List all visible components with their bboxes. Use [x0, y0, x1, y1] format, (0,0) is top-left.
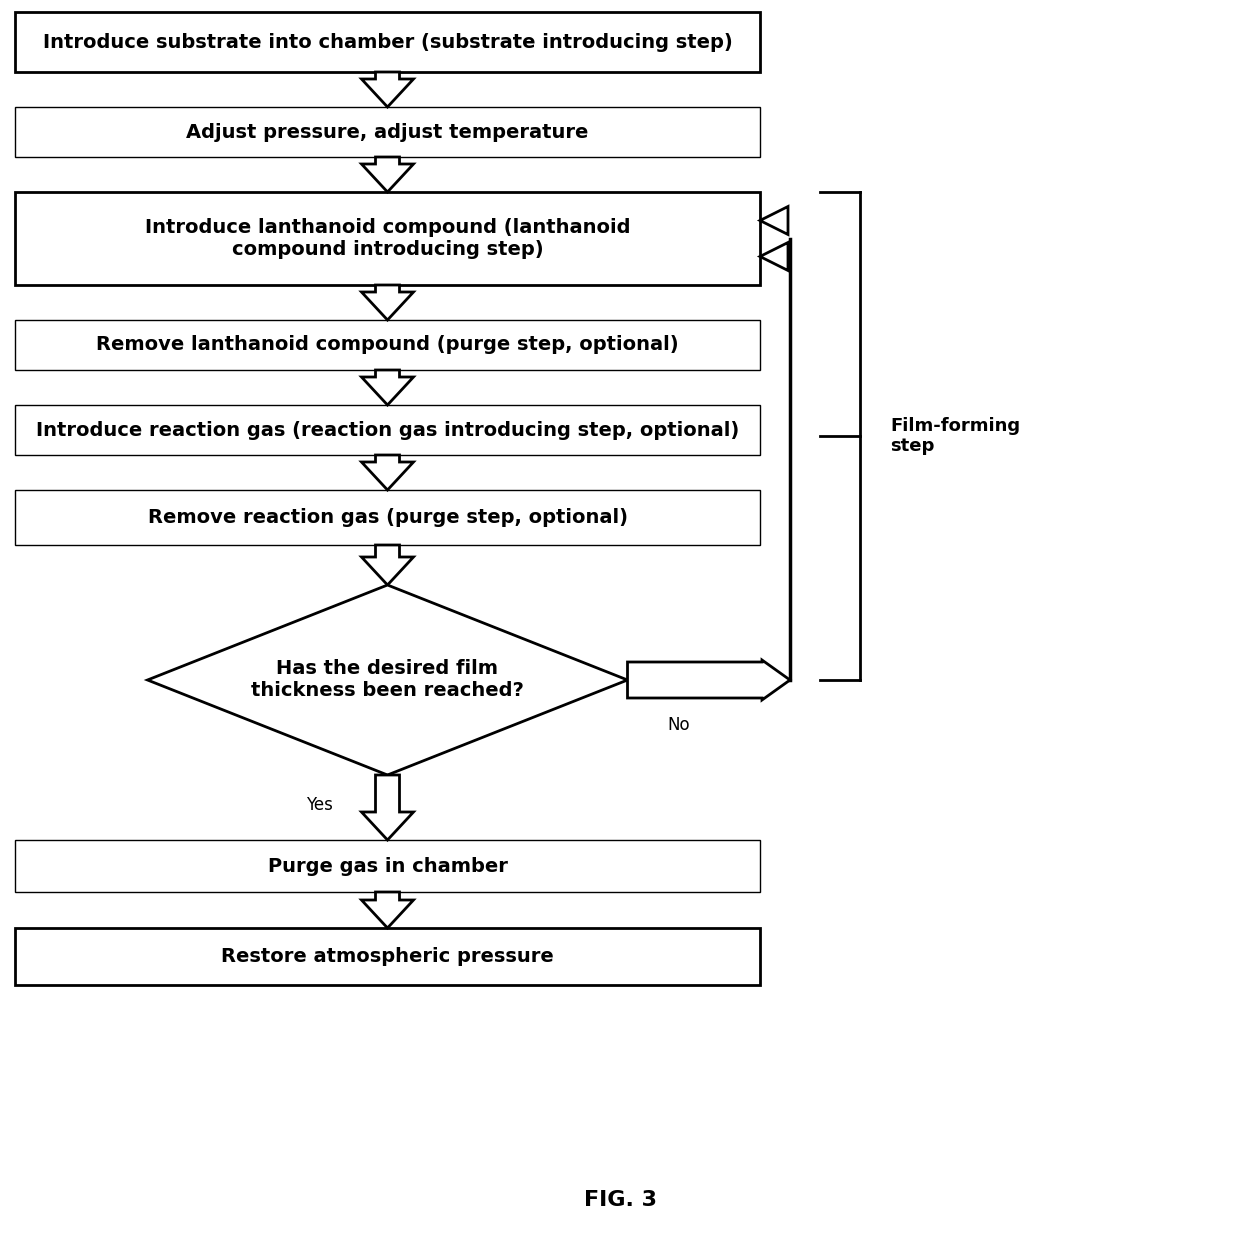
- FancyBboxPatch shape: [15, 107, 760, 157]
- Polygon shape: [760, 207, 787, 234]
- Text: Purge gas in chamber: Purge gas in chamber: [268, 856, 507, 876]
- Text: FIG. 3: FIG. 3: [584, 1189, 656, 1211]
- Text: Adjust pressure, adjust temperature: Adjust pressure, adjust temperature: [186, 123, 589, 141]
- Polygon shape: [627, 660, 790, 700]
- Polygon shape: [362, 157, 413, 192]
- Text: Film-forming
step: Film-forming step: [890, 416, 1021, 456]
- FancyBboxPatch shape: [15, 928, 760, 985]
- Polygon shape: [362, 455, 413, 489]
- Polygon shape: [362, 72, 413, 107]
- FancyBboxPatch shape: [15, 192, 760, 285]
- Polygon shape: [148, 585, 627, 776]
- FancyBboxPatch shape: [15, 12, 760, 72]
- Text: Has the desired film
thickness been reached?: Has the desired film thickness been reac…: [250, 659, 525, 700]
- Text: Introduce substrate into chamber (substrate introducing step): Introduce substrate into chamber (substr…: [42, 32, 733, 52]
- Text: Remove lanthanoid compound (purge step, optional): Remove lanthanoid compound (purge step, …: [97, 336, 678, 354]
- FancyBboxPatch shape: [15, 840, 760, 892]
- Polygon shape: [362, 776, 413, 840]
- Polygon shape: [760, 243, 787, 270]
- Polygon shape: [362, 545, 413, 585]
- FancyBboxPatch shape: [15, 320, 760, 370]
- Polygon shape: [362, 370, 413, 405]
- FancyBboxPatch shape: [15, 405, 760, 455]
- Text: Introduce reaction gas (reaction gas introducing step, optional): Introduce reaction gas (reaction gas int…: [36, 420, 739, 440]
- Text: No: No: [667, 716, 691, 733]
- Text: Remove reaction gas (purge step, optional): Remove reaction gas (purge step, optiona…: [148, 508, 627, 527]
- Polygon shape: [362, 285, 413, 320]
- Text: Introduce lanthanoid compound (lanthanoid
compound introducing step): Introduce lanthanoid compound (lanthanoi…: [145, 218, 630, 259]
- Text: Yes: Yes: [305, 795, 332, 814]
- Polygon shape: [362, 892, 413, 928]
- FancyBboxPatch shape: [15, 489, 760, 545]
- Text: Restore atmospheric pressure: Restore atmospheric pressure: [221, 947, 554, 966]
